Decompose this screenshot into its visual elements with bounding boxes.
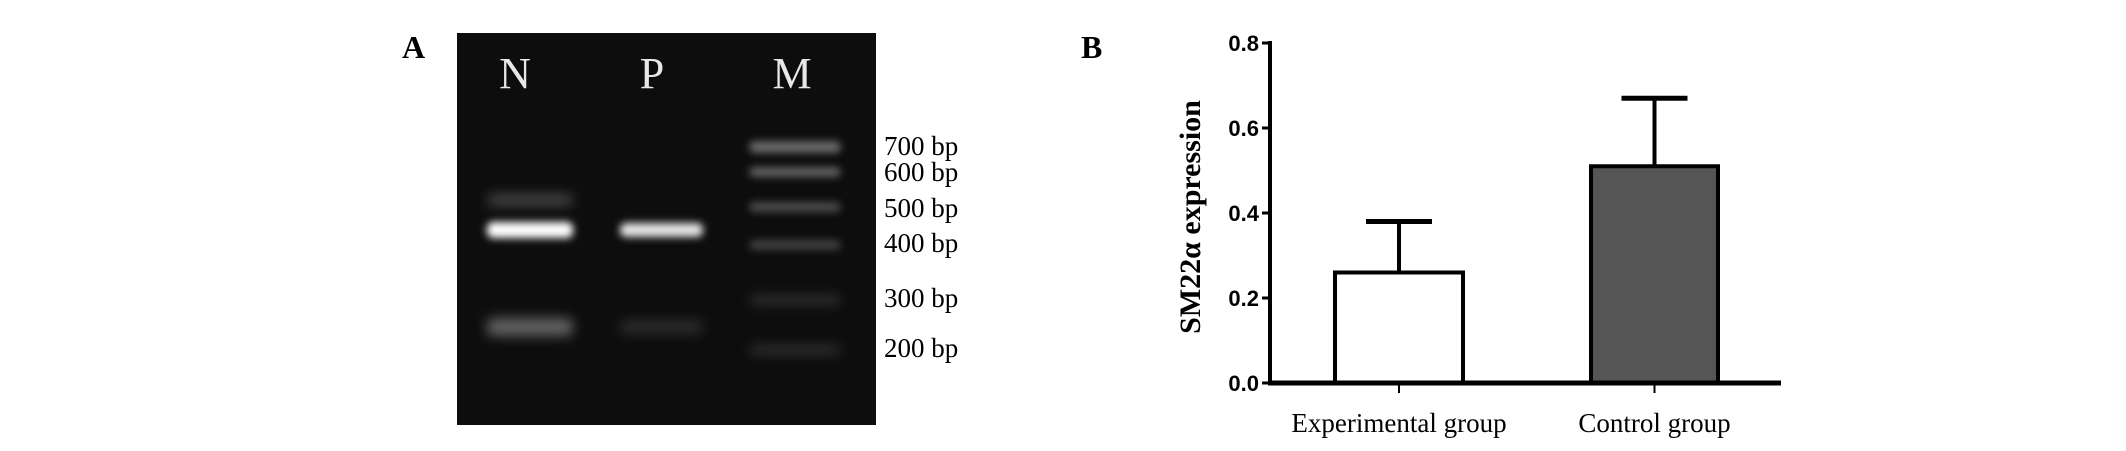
gel-band xyxy=(487,222,573,238)
bars xyxy=(1333,95,1720,385)
y-ticks: 0.0 0.2 0.4 0.6 0.8 xyxy=(1228,31,1270,396)
marker-label-400: 400 bp xyxy=(884,228,958,258)
marker-label-600: 600 bp xyxy=(884,157,958,187)
gel-band xyxy=(749,345,841,355)
gel-band xyxy=(749,202,841,212)
gel-band xyxy=(749,141,841,153)
gel-band xyxy=(487,194,573,206)
gel-bands xyxy=(487,141,841,355)
bar xyxy=(1589,164,1720,385)
panel-a-label: A xyxy=(402,29,425,65)
marker-labels: 700 bp 600 bp 500 bp 400 bp 300 bp 200 b… xyxy=(884,131,958,363)
gel-band xyxy=(487,318,573,336)
y-tick-label: 0.8 xyxy=(1228,31,1259,56)
marker-label-300: 300 bp xyxy=(884,283,958,313)
y-tick-label: 0.4 xyxy=(1228,201,1259,226)
marker-label-700: 700 bp xyxy=(884,131,958,161)
x-tick-label: Control group xyxy=(1578,408,1730,438)
lane-label-p: P xyxy=(640,49,664,98)
lane-label-n: N xyxy=(499,49,531,98)
y-tick-label: 0.6 xyxy=(1228,116,1259,141)
bar xyxy=(1333,270,1465,385)
y-tick-label: 0.0 xyxy=(1228,371,1259,396)
gel-band xyxy=(749,295,841,305)
gel-band xyxy=(620,320,703,334)
panel-b-label: B xyxy=(1081,29,1102,65)
y-axis-label: SM22α expression xyxy=(1174,100,1207,334)
x-ticks: Experimental group Control group xyxy=(1291,383,1731,438)
gel-band xyxy=(749,240,841,250)
y-tick-label: 0.2 xyxy=(1228,286,1259,311)
bar-chart: SM22α expression 0.0 0.2 0.4 0.6 0.8 Experim… xyxy=(1174,31,1781,438)
lane-label-m: M xyxy=(772,49,811,98)
gel-band xyxy=(620,223,703,237)
x-tick-label: Experimental group xyxy=(1291,408,1506,438)
marker-label-500: 500 bp xyxy=(884,193,958,223)
gel-image: N P M xyxy=(457,33,876,425)
marker-label-200: 200 bp xyxy=(884,333,958,363)
gel-band xyxy=(749,167,841,177)
